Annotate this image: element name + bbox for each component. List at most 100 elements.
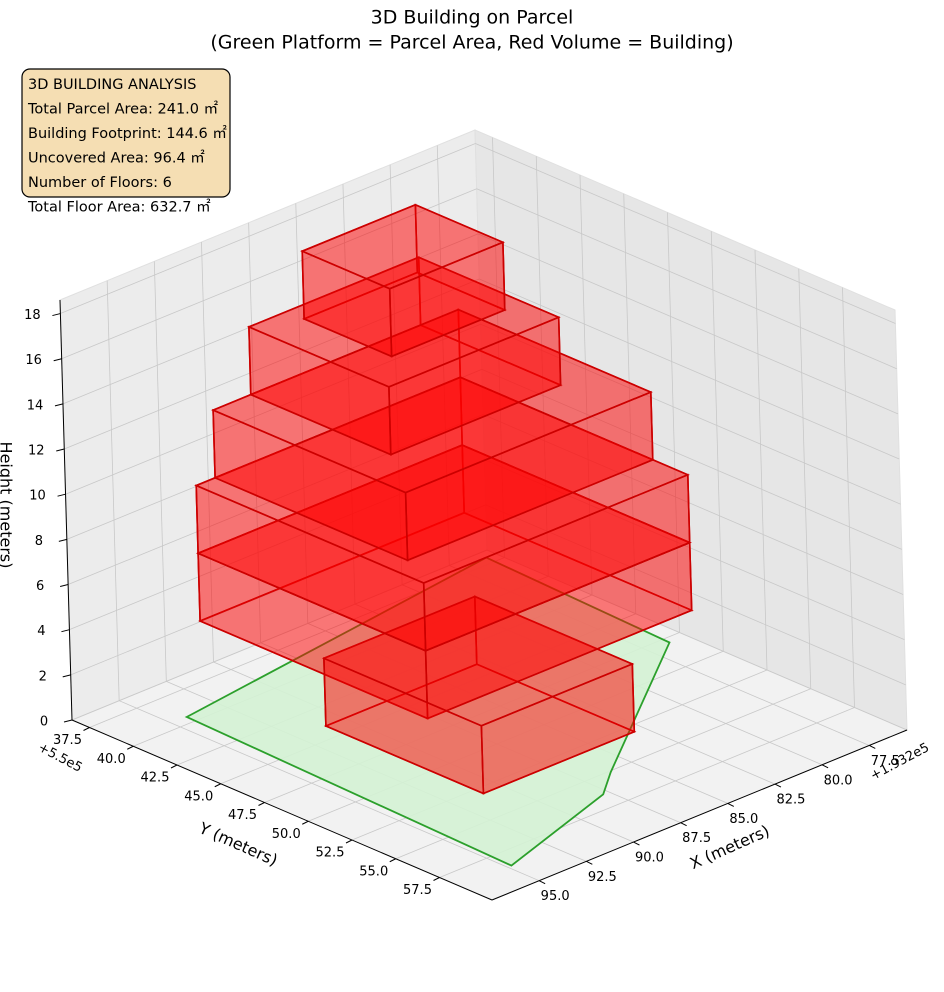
y-tick-label: 45.0: [184, 789, 213, 804]
y-tick-label: 50.0: [272, 827, 301, 842]
info-line: Uncovered Area: 96.4 ㎡: [28, 150, 205, 167]
tick-mark: [58, 538, 67, 542]
tick-mark: [727, 802, 735, 807]
grid-line: [119, 700, 540, 882]
z-tick-label: 0: [40, 715, 48, 730]
x-axis-line: [491, 729, 908, 901]
info-box: [21, 68, 231, 198]
building-face: [195, 484, 427, 653]
tick-mark: [774, 783, 782, 788]
info-line: Building Footprint: 144.6 ㎡: [28, 125, 227, 142]
x-tick-label: 82.5: [776, 793, 805, 808]
x-tick-label: 77.5: [871, 754, 900, 769]
tick-mark: [680, 822, 687, 827]
grid-line: [65, 323, 481, 495]
tick-mark: [56, 448, 65, 452]
tick-mark: [586, 860, 593, 865]
info-line: 3D BUILDING ANALYSIS: [28, 77, 196, 93]
grid-line: [486, 549, 908, 731]
grid-line: [61, 188, 477, 360]
grid-line: [248, 222, 262, 643]
grid-line: [667, 212, 680, 633]
info-line: Total Parcel Area: 241.0 ㎡: [27, 101, 219, 118]
grid-line: [342, 184, 356, 605]
info-line: Number of Floors: 6: [28, 175, 172, 191]
z-tick-label: 4: [37, 624, 45, 639]
y-tick-label: 52.5: [316, 846, 345, 861]
tick-mark: [214, 783, 221, 788]
grid-line: [798, 268, 812, 689]
grid-line: [476, 188, 897, 370]
z-tick-label: 18: [24, 308, 41, 323]
grid-line: [535, 156, 549, 577]
x-axis-label: X (meters): [687, 821, 772, 873]
tick-mark: [633, 841, 640, 846]
info-text: 3D BUILDING ANALYSIS Total Parcel Area: 2…: [27, 77, 227, 216]
tick-mark: [433, 877, 440, 881]
building-face: [248, 325, 392, 456]
z-tick-label: 16: [25, 353, 42, 368]
tick-mark: [63, 719, 73, 723]
y-axis-label: Y (meters): [195, 818, 280, 870]
x-tick-label: 87.5: [682, 831, 711, 846]
tick-mark: [389, 858, 396, 863]
info-line: Total Floor Area: 632.7 ㎡: [27, 199, 211, 216]
grid-line: [623, 193, 637, 614]
z-tick-label: 6: [36, 579, 44, 594]
chart-title: 3D Building on Parcel: [371, 7, 574, 29]
y-axis-line: [71, 719, 493, 901]
grid-line: [60, 143, 476, 314]
grid-line: [479, 278, 900, 460]
tick-mark: [52, 313, 61, 317]
tick-mark: [258, 802, 265, 806]
marks: [184, 203, 694, 867]
y-tick-label: 42.5: [141, 771, 170, 786]
grid-line: [579, 174, 593, 596]
y-tick-label: 55.0: [359, 864, 388, 879]
z-axis-line: [59, 299, 73, 721]
y-tick-label: 57.5: [403, 883, 432, 898]
grid-line: [64, 278, 480, 450]
z-tick-label: 12: [28, 444, 45, 459]
grid-line: [482, 414, 904, 595]
tick-mark: [170, 764, 178, 769]
tick-mark: [821, 764, 829, 769]
grid-line: [475, 143, 896, 324]
grid-line: [71, 549, 488, 721]
y-tick-label: 47.5: [228, 808, 257, 823]
y-tick-label: 37.5: [53, 733, 82, 748]
tick-mark: [60, 584, 69, 588]
grid-line: [842, 287, 855, 708]
grid-line: [480, 323, 901, 505]
chart-subtitle: (Green Platform = Parcel Area, Red Volum…: [210, 32, 733, 54]
tick-mark: [869, 745, 876, 749]
building-face: [212, 408, 409, 562]
tick-mark: [61, 629, 70, 633]
tick-mark: [57, 493, 66, 497]
x-tick-label: 80.0: [824, 773, 853, 788]
grid-line: [201, 242, 214, 663]
tick-mark: [127, 745, 134, 750]
tick-mark: [62, 674, 71, 678]
z-tick-label: 8: [35, 534, 43, 549]
tick-mark: [538, 880, 546, 885]
z-axis-label: Height (meters): [0, 442, 16, 569]
x-tick-label: 85.0: [729, 812, 758, 827]
z-tick-label: 10: [29, 489, 46, 504]
building-face: [301, 249, 393, 358]
grid-line: [67, 414, 484, 585]
tick-mark: [83, 727, 90, 731]
grid-line: [106, 280, 120, 701]
tick-mark: [53, 358, 62, 362]
tick-mark: [54, 403, 64, 407]
grid-line: [484, 459, 905, 641]
tick-mark: [302, 820, 309, 825]
grid-line: [153, 261, 167, 682]
z-tick-label: 14: [27, 398, 44, 413]
z-tick-label: 2: [39, 669, 47, 684]
grid-line: [710, 231, 724, 652]
building-face: [480, 662, 636, 795]
grid-line: [389, 164, 403, 585]
x-tick-label: 95.0: [541, 889, 570, 904]
